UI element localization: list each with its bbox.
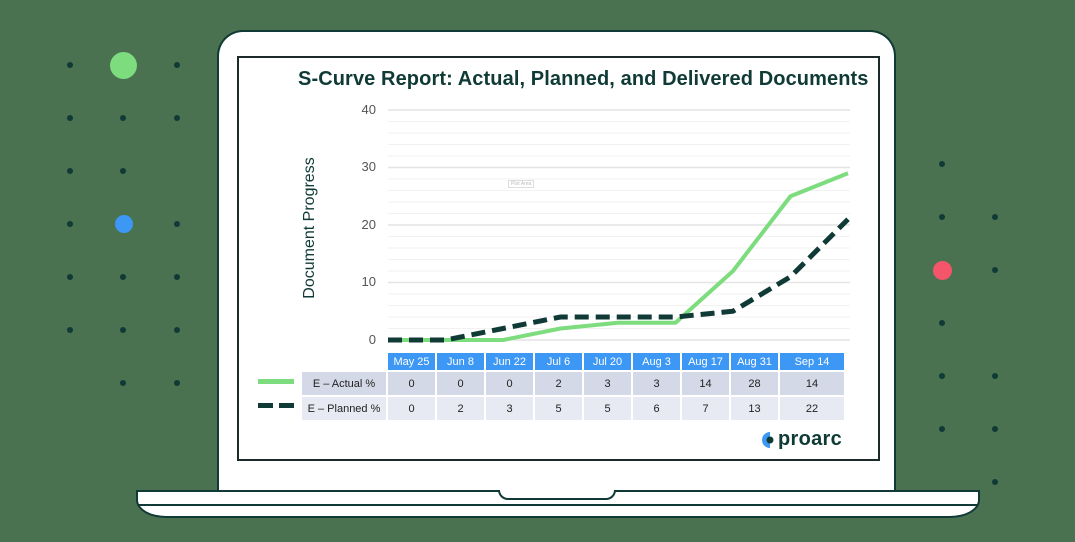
base-divider bbox=[138, 504, 978, 506]
chart-title: S-Curve Report: Actual, Planned, and Del… bbox=[298, 68, 869, 90]
dot bbox=[992, 479, 998, 485]
table-cell: 5 bbox=[535, 397, 582, 420]
column-header: Aug 17 bbox=[682, 353, 729, 370]
table-row: E – Planned % 0 2 3 5 5 6 7 13 22 bbox=[302, 397, 844, 420]
legend-actual-swatch bbox=[258, 379, 294, 384]
dot bbox=[174, 327, 180, 333]
dot bbox=[120, 327, 126, 333]
table-cell: 0 bbox=[388, 372, 435, 395]
dot bbox=[120, 380, 126, 386]
red-dot bbox=[933, 261, 952, 280]
dot bbox=[67, 115, 73, 121]
dot bbox=[67, 221, 73, 227]
table-header-row: May 25 Jun 8 Jun 22 Jul 6 Jul 20 Aug 3 A… bbox=[302, 353, 844, 370]
dot bbox=[174, 380, 180, 386]
dot bbox=[67, 62, 73, 68]
data-table: May 25 Jun 8 Jun 22 Jul 6 Jul 20 Aug 3 A… bbox=[300, 351, 846, 422]
table-cell: 0 bbox=[486, 372, 533, 395]
logo-text: proarc bbox=[778, 428, 843, 450]
dot bbox=[174, 115, 180, 121]
table-cell: 0 bbox=[437, 372, 484, 395]
table-cell: 14 bbox=[682, 372, 729, 395]
y-tick: 30 bbox=[361, 159, 376, 174]
column-header: Jun 22 bbox=[486, 353, 533, 370]
table-cell: 13 bbox=[731, 397, 778, 420]
dot bbox=[120, 274, 126, 280]
dot bbox=[939, 161, 945, 167]
table-cell: 2 bbox=[437, 397, 484, 420]
gridlines bbox=[388, 109, 850, 341]
dot bbox=[992, 373, 998, 379]
dot bbox=[120, 168, 126, 174]
y-tick: 20 bbox=[361, 217, 376, 232]
column-header: Jul 6 bbox=[535, 353, 582, 370]
table-cell: 3 bbox=[584, 372, 631, 395]
dot bbox=[939, 426, 945, 432]
proarc-logo-icon bbox=[762, 431, 774, 448]
table-cell: 14 bbox=[780, 372, 844, 395]
actual-line bbox=[388, 171, 849, 342]
dot bbox=[174, 274, 180, 280]
dot bbox=[67, 274, 73, 280]
table-cell: 0 bbox=[388, 397, 435, 420]
column-header: Jul 20 bbox=[584, 353, 631, 370]
column-header: Sep 14 bbox=[780, 353, 844, 370]
dot bbox=[67, 327, 73, 333]
blue-dot bbox=[115, 215, 133, 233]
table-cell: 6 bbox=[633, 397, 680, 420]
planned-line bbox=[388, 217, 850, 343]
table-cell: 22 bbox=[780, 397, 844, 420]
table-corner bbox=[302, 353, 386, 370]
dot bbox=[939, 320, 945, 326]
table-cell: 5 bbox=[584, 397, 631, 420]
dot bbox=[939, 373, 945, 379]
dot bbox=[939, 214, 945, 220]
column-header: May 25 bbox=[388, 353, 435, 370]
table-row: E – Actual % 0 0 0 2 3 3 14 28 14 bbox=[302, 372, 844, 395]
y-tick: 10 bbox=[361, 274, 376, 289]
table-cell: 3 bbox=[486, 397, 533, 420]
dot bbox=[174, 62, 180, 68]
table-cell: 3 bbox=[633, 372, 680, 395]
table-cell: 2 bbox=[535, 372, 582, 395]
y-tick: 0 bbox=[368, 332, 376, 347]
column-header: Aug 31 bbox=[731, 353, 778, 370]
table-cell: 28 bbox=[731, 372, 778, 395]
y-tick: 40 bbox=[361, 102, 376, 117]
dot bbox=[992, 214, 998, 220]
column-header: Aug 3 bbox=[633, 353, 680, 370]
dot bbox=[992, 267, 998, 273]
dot bbox=[120, 115, 126, 121]
row-label: E – Actual % bbox=[302, 372, 386, 395]
dot bbox=[174, 221, 180, 227]
table-cell: 7 bbox=[682, 397, 729, 420]
dot bbox=[992, 426, 998, 432]
legend-planned-swatch bbox=[258, 403, 294, 408]
plot-area-tooltip: Plot Area bbox=[508, 180, 535, 188]
proarc-logo: proarc bbox=[762, 428, 842, 451]
green-dot bbox=[110, 52, 137, 79]
column-header: Jun 8 bbox=[437, 353, 484, 370]
dot bbox=[67, 168, 73, 174]
row-label: E – Planned % bbox=[302, 397, 386, 420]
